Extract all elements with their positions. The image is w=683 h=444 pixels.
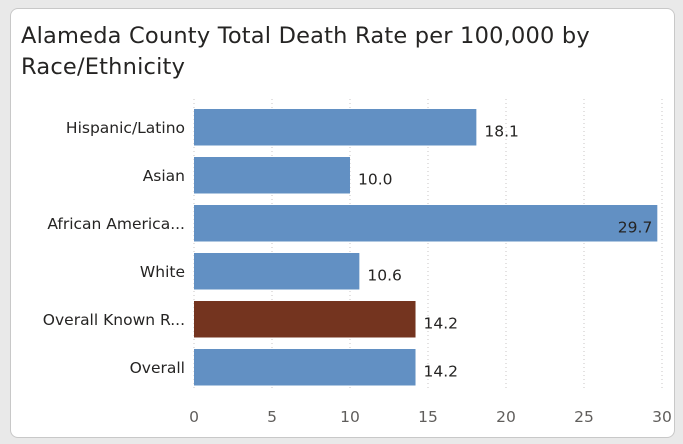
bar-chart: 0 5 10 15 20 25 30 Hispanic/Latino 18.1 Asian 10.0… [43, 99, 672, 426]
category-label: African America... [47, 215, 185, 233]
data-label: 14.2 [424, 362, 459, 380]
x-tick-label: 30 [652, 408, 672, 426]
chart-card: Alameda County Total Death Rate per 100,… [10, 8, 675, 438]
x-tick-label: 20 [496, 408, 516, 426]
chart-title: Alameda County Total Death Rate per 100,… [21, 23, 590, 80]
category-label: White [140, 263, 185, 281]
x-tick-label: 5 [267, 408, 277, 426]
bar[interactable] [194, 205, 658, 242]
data-label: 18.1 [484, 122, 519, 140]
category-label: Overall [130, 359, 185, 377]
bar[interactable] [194, 301, 416, 338]
x-tick-label: 15 [418, 408, 438, 426]
bar[interactable] [194, 253, 360, 290]
data-label: 10.6 [367, 266, 402, 284]
data-label: 10.0 [358, 170, 393, 188]
category-label: Overall Known R... [43, 311, 185, 329]
category-label: Hispanic/Latino [66, 119, 185, 137]
bar[interactable] [194, 349, 416, 386]
x-tick-label: 10 [340, 408, 360, 426]
bar[interactable] [194, 109, 477, 146]
x-tick-label: 25 [574, 408, 594, 426]
data-label: 14.2 [424, 314, 459, 332]
x-tick-label: 0 [189, 408, 199, 426]
category-label: Asian [143, 167, 185, 185]
bar[interactable] [194, 157, 350, 194]
data-label: 29.7 [618, 218, 653, 236]
